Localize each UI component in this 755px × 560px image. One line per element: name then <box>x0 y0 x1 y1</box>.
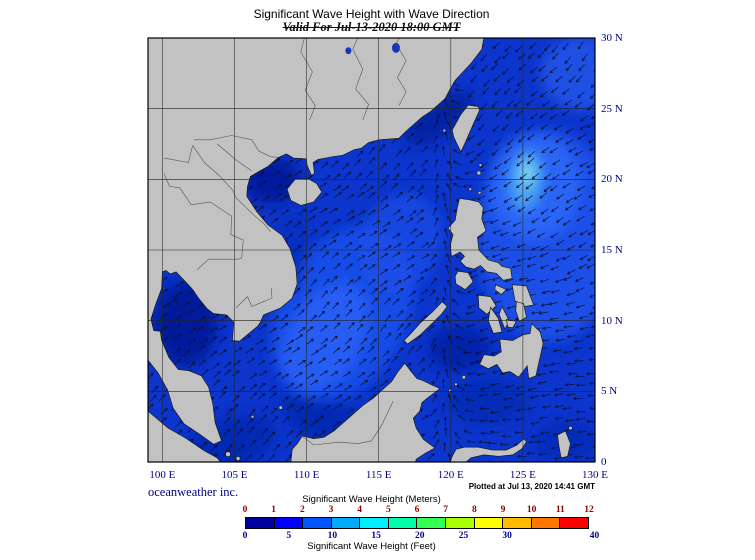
lat-tick-label: 10 N <box>601 314 623 327</box>
landmass-taiwan <box>451 104 480 153</box>
legend-feet-title: Significant Wave Height (Feet) <box>307 541 436 552</box>
lon-tick-label: 100 E <box>149 469 176 481</box>
colorbar-segment <box>359 518 388 528</box>
colorbar-segment <box>246 518 274 528</box>
colorbar-segment <box>416 518 446 528</box>
colorbar-segment <box>530 518 560 528</box>
legend-feet-ticks: 0 5 10 15 20 25 30 40 <box>242 531 600 542</box>
meters-tick: 1 <box>271 505 277 515</box>
legend-meters-ticks: 0 1 2 3 4 5 6 7 8 9 10 11 12 <box>242 505 594 516</box>
meters-tick: 7 <box>443 505 449 515</box>
lat-tick-label: 15 N <box>601 244 623 256</box>
lon-tick-label: 120 E <box>437 469 464 481</box>
valid-time-subtitle: Valid For Jul-13-2020 18:00 GMT <box>282 20 461 34</box>
feet-tick: 20 <box>415 531 425 541</box>
colorbar-segment <box>273 518 303 528</box>
landmass-borneo <box>290 362 441 462</box>
lat-tick-label: 30 N <box>601 32 623 44</box>
small-island <box>477 191 482 195</box>
feet-tick: 40 <box>589 531 600 541</box>
landmass-cebu <box>498 305 510 330</box>
lat-tick-label: 25 N <box>601 102 623 115</box>
colorbar-segment <box>330 518 360 528</box>
landmass-asia-mainland <box>148 38 485 445</box>
lon-tick-label: 115 E <box>365 469 392 481</box>
feet-tick: 5 <box>286 531 292 541</box>
small-island <box>478 163 483 167</box>
meters-tick: 12 <box>584 505 594 515</box>
small-island <box>250 414 255 419</box>
meters-tick: 9 <box>500 505 506 515</box>
small-island <box>442 128 447 133</box>
legend-colorbar <box>245 517 589 529</box>
meters-tick: 11 <box>555 505 565 515</box>
small-island <box>448 388 452 393</box>
colorbar-segment <box>387 518 417 528</box>
meters-tick: 2 <box>299 505 305 515</box>
small-island <box>278 405 283 410</box>
meters-tick: 6 <box>414 505 420 515</box>
lon-tick-label: 125 E <box>509 469 536 481</box>
small-island <box>568 426 573 431</box>
small-island <box>225 451 231 458</box>
meters-tick: 10 <box>526 505 537 515</box>
map-frame <box>147 37 596 463</box>
graticule-grid <box>148 38 595 462</box>
small-island <box>468 187 473 191</box>
plotted-timestamp: Plotted at Jul 13, 2020 14:41 GMT <box>468 482 595 491</box>
small-island <box>235 456 241 461</box>
feet-tick: 25 <box>458 531 469 541</box>
meters-tick: 3 <box>328 505 334 515</box>
feet-tick: 10 <box>327 531 338 541</box>
meters-tick: 4 <box>357 505 363 515</box>
feet-tick: 15 <box>371 531 381 541</box>
feet-tick: 0 <box>242 531 248 541</box>
lon-tick-label: 130 E <box>582 469 608 481</box>
colorbar-segment <box>559 518 588 528</box>
colorbar-segment <box>445 518 474 528</box>
legend-meters-title: Significant Wave Height (Meters) <box>302 494 441 505</box>
lake <box>392 42 400 53</box>
landmass-sumatra <box>148 410 221 462</box>
lake <box>345 47 352 55</box>
colorbar-segment <box>502 518 531 528</box>
landmass-negros <box>487 306 503 334</box>
feet-tick: 30 <box>502 531 512 541</box>
landmass-halmahera <box>557 430 571 459</box>
lakes <box>345 42 400 55</box>
landmass-masbate <box>494 284 507 295</box>
landmass-mindoro <box>454 270 474 291</box>
landmass-sulawesi <box>450 438 527 462</box>
meters-tick: 0 <box>242 505 248 515</box>
chart-title: Significant Wave Height with Wave Direct… <box>253 7 490 21</box>
colorbar-segment <box>302 518 331 528</box>
lat-tick-label: 5 N <box>601 385 618 398</box>
meters-tick: 5 <box>385 505 391 515</box>
land-masses <box>148 38 573 462</box>
small-island <box>454 382 458 387</box>
meters-tick: 8 <box>471 505 477 515</box>
colorbar-segment <box>473 518 503 528</box>
lat-tick-label: 0 <box>601 456 607 468</box>
lon-tick-label: 105 E <box>221 469 248 481</box>
landmass-palawan <box>403 301 448 345</box>
landmass-mindanao <box>479 322 544 380</box>
lon-tick-label: 110 E <box>293 469 320 481</box>
small-island <box>476 170 482 176</box>
small-island <box>461 375 466 380</box>
lat-tick-label: 20 N <box>601 173 623 186</box>
oceanweather-credit: oceanweather inc. <box>148 485 239 499</box>
